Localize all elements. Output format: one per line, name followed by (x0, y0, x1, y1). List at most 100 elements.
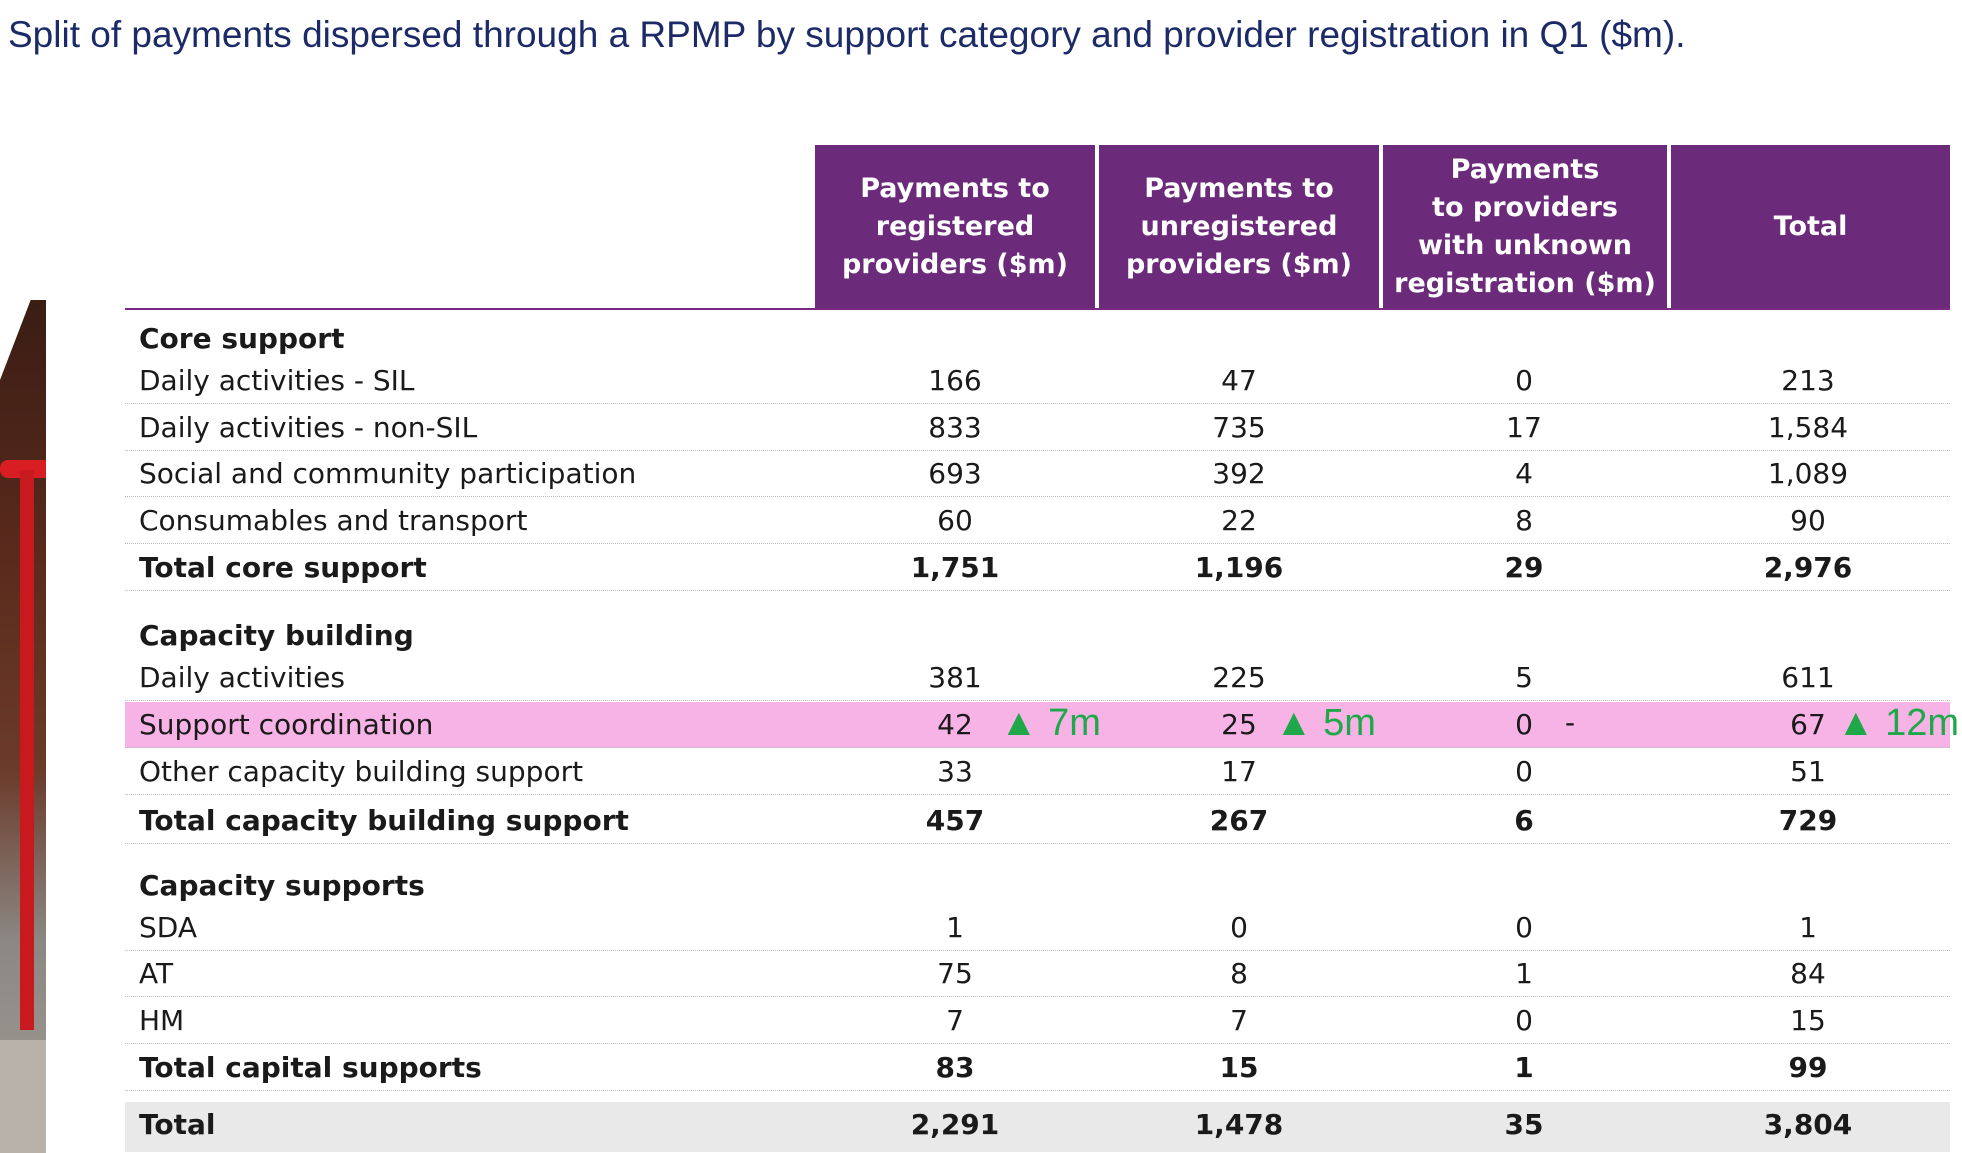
background-photo (0, 300, 46, 1153)
table-cell: 51 (1790, 755, 1826, 788)
table-row: HM 7 7 0 15 (125, 998, 1950, 1044)
table-cell: 225 (1212, 661, 1266, 694)
table-row: Social and community participation 693 392… (125, 451, 1950, 497)
table-cell: 35 (1504, 1108, 1544, 1141)
table-cell: 7 (1230, 1004, 1248, 1037)
total-row: Total capital supports 83 15 1 99 (125, 1045, 1950, 1091)
table-cell: 1 (1515, 957, 1533, 990)
total-row: Total 2,291 1,478 35 3,804 (125, 1102, 1950, 1152)
table-cell: 457 (925, 804, 985, 837)
table-cell: 1,478 (1194, 1108, 1284, 1141)
row-label: Support coordination (139, 708, 434, 741)
row-label: Other capacity building support (139, 755, 584, 788)
table-cell: 99 (1788, 1051, 1828, 1084)
table-cell: 693 (928, 457, 982, 490)
column-header-total: Total (1671, 145, 1950, 308)
row-label: Total (139, 1108, 216, 1141)
table-header: Payments to registered providers ($m) Pa… (125, 145, 1950, 310)
table-cell: 75 (937, 957, 973, 990)
column-header-unregistered: Payments to unregistered providers ($m) (1099, 145, 1379, 308)
table-row: AT 75 8 1 84 (125, 951, 1950, 997)
total-row: Total capacity building support 457 267 6 72… (125, 798, 1950, 844)
table-cell: 1,584 (1767, 411, 1849, 444)
table-cell: 392 (1212, 457, 1266, 490)
table-cell: 0 (1515, 755, 1533, 788)
table-cell: 381 (928, 661, 982, 694)
table-cell: 67 (1790, 708, 1826, 741)
table-row: Other capacity building support 33 17 0 51 (125, 749, 1950, 795)
table-cell: 6 (1514, 804, 1534, 837)
table-cell: 5 (1515, 661, 1533, 694)
table-row: Daily activities - non-SIL 833 735 17 1,584 (125, 405, 1950, 451)
table-cell: 2,291 (910, 1108, 1000, 1141)
table-cell: 0 (1230, 911, 1248, 944)
table-cell: 8 (1230, 957, 1248, 990)
table-cell: 25 (1221, 708, 1257, 741)
table-cell: 213 (1781, 364, 1835, 397)
change-annotation: ▲ 12m (1837, 702, 1960, 744)
table-cell: 3,804 (1763, 1108, 1853, 1141)
table-cell: 17 (1506, 411, 1542, 444)
table-cell: 1 (946, 911, 964, 944)
table-cell: 0 (1515, 708, 1533, 741)
table-cell: 60 (937, 504, 973, 537)
table-cell: 1 (1799, 911, 1817, 944)
table-cell: 17 (1221, 755, 1257, 788)
table-cell: 29 (1504, 551, 1544, 584)
table-cell: 1,751 (910, 551, 1000, 584)
table-cell: 267 (1209, 804, 1269, 837)
table-row: Consumables and transport 60 22 8 90 (125, 498, 1950, 544)
change-annotation: ▲ 5m (1275, 702, 1376, 744)
table-cell: 735 (1212, 411, 1266, 444)
payments-table: Payments to registered providers ($m) Pa… (125, 145, 1959, 1152)
section-heading: Capacity building (125, 615, 1950, 655)
table-row: Support coordination 42 25 0 67 ▲ 7m ▲ 5m - ▲ 12… (125, 702, 1959, 748)
table-cell: 8 (1515, 504, 1533, 537)
table-row: SDA 1 0 0 1 (125, 905, 1950, 951)
row-label: Daily activities - SIL (139, 364, 415, 397)
table-row: Daily activities - SIL 166 47 0 213 (125, 358, 1950, 404)
table-cell: 1 (1514, 1051, 1534, 1084)
table-cell: 833 (928, 411, 982, 444)
page-title: Split of payments dispersed through a RP… (8, 14, 1686, 55)
row-label: Core support (139, 322, 345, 355)
change-annotation: - (1565, 706, 1575, 739)
table-cell: 1,089 (1767, 457, 1849, 490)
table-cell: 611 (1781, 661, 1835, 694)
table-cell: 15 (1790, 1004, 1826, 1037)
row-label: Capacity supports (139, 869, 425, 902)
table-cell: 4 (1515, 457, 1533, 490)
row-label: Total core support (139, 551, 427, 584)
table-cell: 90 (1790, 504, 1826, 537)
table-cell: 47 (1221, 364, 1257, 397)
table-cell: 83 (935, 1051, 975, 1084)
column-header-registered: Payments to registered providers ($m) (815, 145, 1095, 308)
table-cell: 42 (937, 708, 973, 741)
table-cell: 166 (928, 364, 982, 397)
table-cell: 7 (946, 1004, 964, 1037)
row-label: Daily activities - non-SIL (139, 411, 478, 444)
row-label: AT (139, 957, 174, 990)
row-label: Consumables and transport (139, 504, 528, 537)
table-row: Daily activities 381 225 5 611 (125, 655, 1950, 701)
table-cell: 0 (1515, 364, 1533, 397)
table-cell: 0 (1515, 911, 1533, 944)
table-cell: 729 (1778, 804, 1838, 837)
row-label: Total capacity building support (139, 804, 629, 837)
table-cell: 33 (937, 755, 973, 788)
table-cell: 1,196 (1194, 551, 1284, 584)
table-cell: 0 (1515, 1004, 1533, 1037)
column-header-unknown: Payments to providers with unknown regis… (1383, 145, 1667, 308)
row-label: Daily activities (139, 661, 345, 694)
row-label: Social and community participation (139, 457, 637, 490)
row-label: Capacity building (139, 619, 414, 652)
row-label: Total capital supports (139, 1051, 482, 1084)
table-cell: 2,976 (1763, 551, 1853, 584)
total-row: Total core support 1,751 1,196 29 2,976 (125, 545, 1950, 591)
change-annotation: ▲ 7m (1000, 702, 1101, 744)
table-cell: 84 (1790, 957, 1826, 990)
table-cell: 15 (1219, 1051, 1259, 1084)
table-cell: 22 (1221, 504, 1257, 537)
row-label: SDA (139, 911, 197, 944)
section-heading: Core support (125, 318, 1950, 358)
